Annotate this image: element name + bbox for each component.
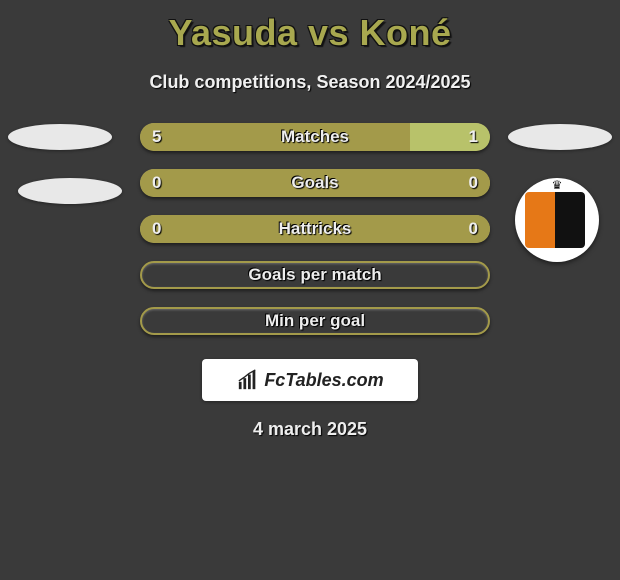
stat-bar: 0 Goals 0	[140, 169, 490, 197]
stat-row: 0 Goals 0	[0, 169, 620, 215]
stat-value-right: 0	[469, 215, 478, 243]
stats-container: 5 Matches 1 0 Goals 0 0 Hattricks 0 Goal…	[0, 123, 620, 353]
stat-label: Hattricks	[140, 215, 490, 243]
stat-label: Matches	[140, 123, 490, 151]
stat-bar: Min per goal	[140, 307, 490, 335]
brand-badge[interactable]: FcTables.com	[202, 359, 418, 401]
stat-label: Goals per match	[142, 263, 488, 287]
stat-row: 0 Hattricks 0	[0, 215, 620, 261]
stat-row: 5 Matches 1	[0, 123, 620, 169]
stat-value-right: 0	[469, 169, 478, 197]
bar-chart-icon	[236, 369, 260, 391]
stat-label: Min per goal	[142, 309, 488, 333]
brand-label: FcTables.com	[264, 370, 383, 391]
stat-bar: Goals per match	[140, 261, 490, 289]
stat-bar: 0 Hattricks 0	[140, 215, 490, 243]
stat-row: Goals per match	[0, 261, 620, 307]
stat-row: Min per goal	[0, 307, 620, 353]
stat-bar: 5 Matches 1	[140, 123, 490, 151]
stat-value-right: 1	[469, 123, 478, 151]
page-title: Yasuda vs Koné	[0, 0, 620, 54]
date-label: 4 march 2025	[0, 419, 620, 440]
stat-label: Goals	[140, 169, 490, 197]
subtitle: Club competitions, Season 2024/2025	[0, 72, 620, 93]
